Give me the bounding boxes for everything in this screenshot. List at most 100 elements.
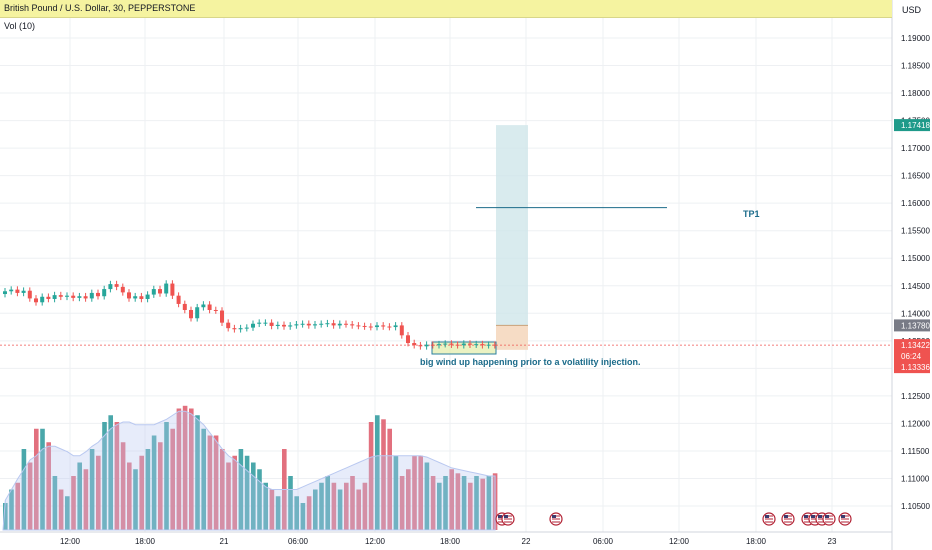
y-tick-label: 1.12000 — [901, 419, 930, 428]
candle-body — [300, 323, 305, 325]
volume-bar — [474, 476, 479, 530]
candle-body — [325, 323, 330, 325]
candle-body — [480, 344, 485, 346]
candle-body — [52, 295, 57, 299]
volume-bar — [412, 455, 417, 530]
candle-body — [114, 284, 119, 287]
volume-bar — [52, 476, 58, 530]
volume-bar — [232, 455, 237, 530]
volume-bar — [244, 455, 250, 530]
event-flag-icon — [822, 512, 836, 526]
volume-bar — [449, 469, 454, 530]
candle-body — [257, 322, 262, 324]
candle-body — [120, 286, 125, 293]
candle-body — [263, 322, 268, 324]
x-tick-label: 21 — [220, 537, 229, 546]
candle-body — [424, 344, 429, 347]
candle-body — [108, 284, 113, 290]
candle-body — [282, 324, 286, 327]
volume-bar — [356, 489, 361, 530]
candle-body — [133, 296, 138, 299]
candle-body — [468, 343, 472, 345]
volume-bar — [399, 476, 405, 530]
volume-bar — [71, 476, 76, 530]
candle-body — [21, 290, 26, 293]
volume-bar — [89, 449, 95, 530]
x-tick-label: 12:00 — [669, 537, 690, 546]
candle-body — [27, 290, 32, 299]
candle-body — [331, 323, 336, 326]
volume-bar — [133, 469, 138, 530]
volume-bar — [3, 503, 8, 530]
countdown-tag: 06:24 — [901, 352, 922, 361]
candle-body — [492, 344, 497, 346]
candle-body — [381, 325, 386, 327]
volume-bar — [455, 473, 461, 530]
candle-body — [213, 309, 218, 311]
volume-bar — [58, 489, 64, 530]
candle-body — [449, 343, 454, 345]
candle-body — [362, 325, 367, 327]
candle-body — [40, 296, 45, 303]
volume-bar — [375, 415, 380, 530]
event-flag-icon — [762, 512, 776, 526]
volume-bar — [461, 476, 467, 530]
target-zone — [496, 125, 528, 326]
candle-body — [9, 289, 14, 292]
volume-bar — [294, 496, 299, 530]
candle-body — [3, 291, 7, 295]
candle-body — [226, 322, 231, 329]
volume-bar — [83, 469, 89, 530]
candle-body — [461, 343, 466, 346]
volume-bar — [15, 482, 20, 530]
volume-bar — [288, 476, 293, 530]
candle-body — [486, 344, 491, 346]
volume-bar — [350, 476, 355, 530]
target-price-tag-bg — [894, 119, 930, 132]
candle-body — [251, 323, 255, 328]
volume-bar — [406, 469, 411, 530]
volume-bar — [127, 462, 132, 530]
x-tick-label: 12:00 — [365, 537, 386, 546]
candle-body — [58, 295, 63, 297]
candle-body — [77, 296, 82, 298]
candle-body — [375, 325, 379, 328]
volume-bar — [257, 469, 262, 530]
y-tick-label: 1.16000 — [901, 199, 930, 208]
candle-body — [443, 343, 448, 345]
y-tick-label: 1.14000 — [901, 309, 930, 318]
candle-body — [170, 283, 175, 296]
y-tick-label: 1.11500 — [901, 447, 930, 456]
candle-body — [189, 309, 193, 319]
candle-body — [350, 324, 355, 326]
stop-zone — [496, 325, 528, 350]
entry-price-tag-bg — [894, 319, 930, 332]
candle-body — [201, 304, 206, 308]
candle-body — [207, 304, 212, 310]
volume-bar — [108, 415, 113, 530]
candle-body — [412, 343, 417, 346]
y-tick-label: 1.17000 — [901, 144, 930, 153]
event-flag-icon — [781, 512, 795, 526]
x-tick-label: 18:00 — [746, 537, 767, 546]
volume-bar — [424, 462, 430, 530]
volume-bar — [158, 442, 163, 530]
volume-bar — [151, 435, 157, 530]
candle-body — [65, 295, 69, 297]
volume-bar — [21, 449, 27, 530]
volume-bar — [27, 462, 33, 530]
volume-bar — [65, 496, 70, 530]
candle-body — [356, 325, 361, 327]
volume-bar — [430, 476, 436, 530]
chart-note: big wind up happening prior to a volatil… — [420, 357, 641, 367]
volume-bar — [337, 489, 343, 530]
volume-bar — [486, 476, 492, 530]
volume-bar — [319, 482, 324, 530]
volume-bar — [313, 489, 318, 530]
volume-indicator-label[interactable]: Vol (10) — [4, 21, 36, 31]
candle-body — [269, 322, 274, 326]
volume-bar — [114, 422, 120, 530]
volume-bar — [387, 428, 392, 530]
symbol-title[interactable]: British Pound / U.S. Dollar, 30, PEPPERS… — [4, 3, 196, 13]
